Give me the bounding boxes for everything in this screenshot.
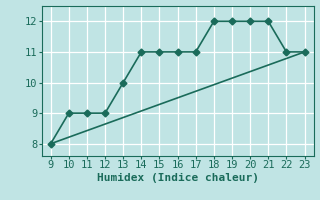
X-axis label: Humidex (Indice chaleur): Humidex (Indice chaleur) xyxy=(97,173,259,183)
